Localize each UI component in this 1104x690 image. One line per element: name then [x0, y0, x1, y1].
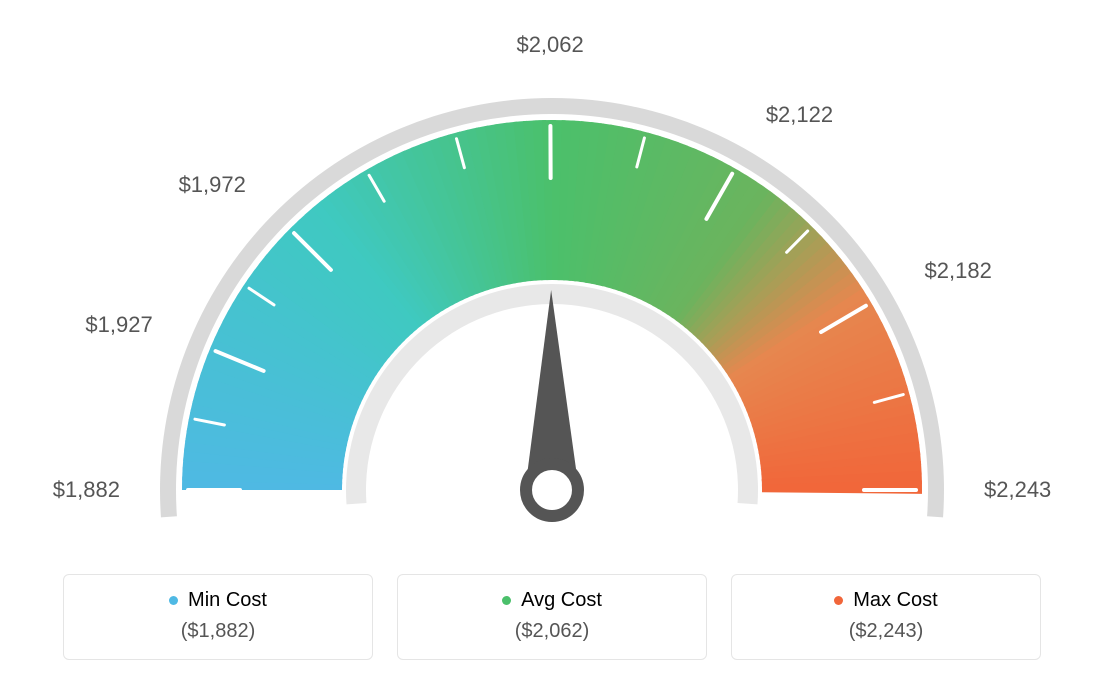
- legend-avg-label: Avg Cost: [521, 589, 602, 612]
- gauge-tick-label: $1,972: [179, 172, 246, 198]
- legend-max-title: Max Cost: [834, 589, 937, 612]
- legend-max-card: Max Cost ($2,243): [731, 574, 1041, 660]
- dot-icon: [169, 596, 178, 605]
- legend-min-value: ($1,882): [82, 620, 354, 643]
- legend-min-label: Min Cost: [188, 589, 267, 612]
- gauge-tick-label: $2,243: [984, 477, 1051, 503]
- legend-avg-value: ($2,062): [416, 620, 688, 643]
- legend-avg-title: Avg Cost: [502, 589, 602, 612]
- gauge-tick-label: $2,122: [766, 102, 833, 128]
- dot-icon: [834, 596, 843, 605]
- gauge-tick-label: $1,927: [85, 312, 152, 338]
- legend-avg-card: Avg Cost ($2,062): [397, 574, 707, 660]
- legend-row: Min Cost ($1,882) Avg Cost ($2,062) Max …: [63, 574, 1041, 660]
- legend-min-title: Min Cost: [169, 589, 267, 612]
- legend-max-label: Max Cost: [853, 589, 937, 612]
- gauge-tick-label: $2,062: [516, 32, 583, 58]
- dot-icon: [502, 596, 511, 605]
- gauge-chart: $1,882 $1,927 $1,972 $2,062 $2,122 $2,182 $2,2…: [0, 0, 1104, 560]
- legend-max-value: ($2,243): [750, 620, 1022, 643]
- gauge-tick-label: $1,882: [53, 477, 120, 503]
- legend-min-card: Min Cost ($1,882): [63, 574, 373, 660]
- gauge-tick-label: $2,182: [925, 258, 992, 284]
